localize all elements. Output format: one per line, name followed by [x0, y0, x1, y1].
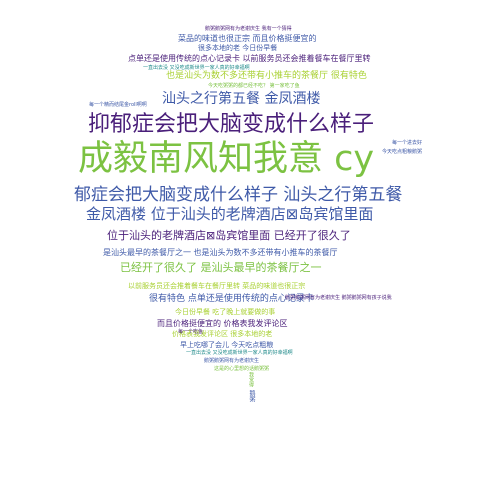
- word-cloud-word: 位于汕头的老牌酒店⊠岛宾馆里面 已经开了很久了: [107, 229, 351, 242]
- word-cloud-word: 成毅南风知我意 cy: [78, 139, 375, 179]
- word-cloud-word: 一直出去没 又没吃成新世界一家人真的好幸福啊: [143, 65, 250, 71]
- word-cloud-word: 菜品的味道也很正宗 而且价格挺便宜的: [178, 34, 317, 43]
- word-cloud-word: 汕头之行第五餐 金凤酒楼: [162, 91, 321, 107]
- word-cloud-word: 一直出去没 又没吃成新世界一家人真的好幸福啊: [186, 350, 293, 356]
- word-cloud-word: 郁症会把大脑变成什么样子 汕头之行第五餐: [74, 185, 403, 205]
- word-cloud-word: 很有特色 点单还是使用传统的点心记录卡: [149, 294, 314, 304]
- word-cloud-word: 很多本地的老 今日份早餐: [198, 44, 278, 52]
- word-cloud-word: 鹅粥鹅粥网有为老谢庆生: [204, 358, 260, 364]
- word-cloud-word: 也是汕头为数不多还带有小推车的茶餐厅 很有特色: [166, 71, 367, 81]
- word-cloud-word: 以前服务员还会推着餐车在餐厅里转 菜品的味道也很正宗: [128, 282, 306, 290]
- word-cloud-word: 点单还是使用传统的点心记录卡 以前服务员还会推着餐车在餐厅里转: [128, 54, 371, 63]
- word-cloud-word: 已经开了很久了 是汕头最早的茶餐厅之一: [120, 261, 322, 274]
- word-cloud-word: 是汕头最早的茶餐厅之一 也是汕头为数不多还带有小推车的茶餐厅: [103, 248, 338, 257]
- word-cloud-word: 价格表我发评论区 很多本地的老: [172, 330, 273, 338]
- word-cloud-word: 今天吃点粗粮鹅粥: [382, 149, 423, 155]
- word-cloud-word: 我觉得: [248, 372, 254, 387]
- word-cloud-word: 今日份早餐 吃了晚上就要做的事: [175, 308, 276, 316]
- word-cloud-word: 抑郁症会把大脑变成什么样子: [88, 112, 375, 137]
- word-cloud-word: 每一个精而结尾金roll啊啊: [89, 102, 147, 108]
- word-cloud-word: 鹅粥鹅粥网有为老谢庆生 鹅粥鹅粥网有孩子说我: [285, 295, 392, 301]
- word-cloud-word: 而且价格挺便宜的 价格表我发评论区: [157, 319, 288, 328]
- word-cloud-word: 鹅粥鹅粥网有为老谢庆生 我有一个猜得: [205, 26, 292, 32]
- word-cloud-word: 这是的心里想的话鹅粥粥: [214, 366, 270, 372]
- word-cloud-word: 鹅粥: [248, 390, 255, 402]
- word-cloud-word: 每一个吃鱼: [178, 329, 204, 335]
- word-cloud-word: 今天吃粥粥的都已经不吃？ 第一家吃了鱼: [208, 83, 300, 89]
- word-cloud-word: 早上吃哪了会儿 今天吃点粗粮: [180, 341, 274, 349]
- word-cloud-word: 金凤酒楼 位于汕头的老牌酒店⊠岛宾馆里面: [86, 205, 374, 223]
- word-cloud-word: 每一个进去好: [392, 140, 423, 146]
